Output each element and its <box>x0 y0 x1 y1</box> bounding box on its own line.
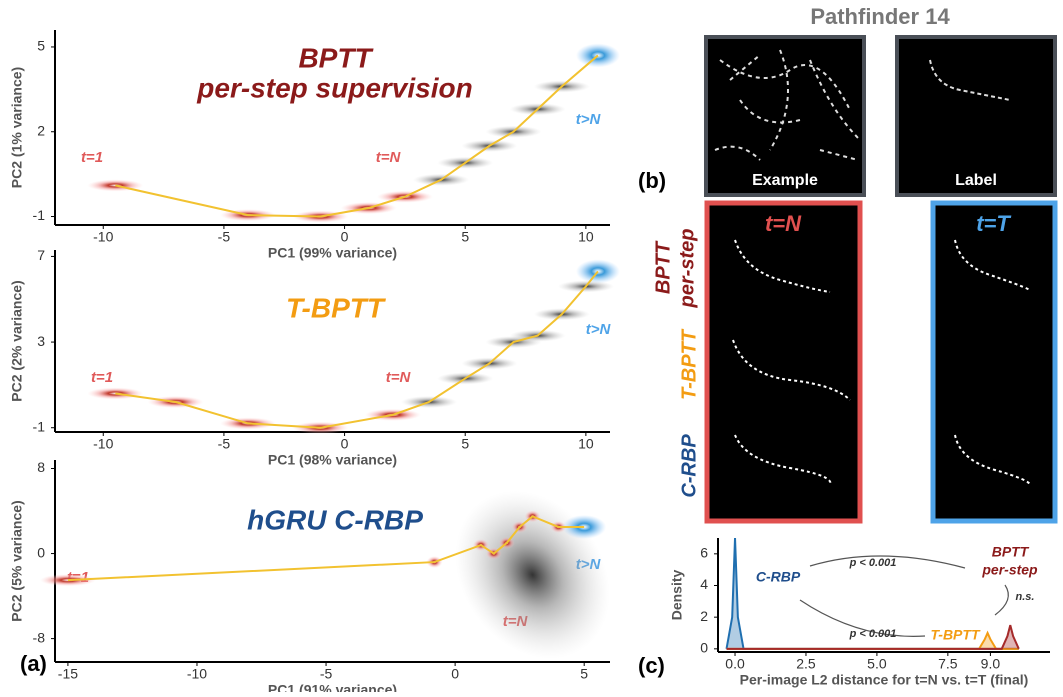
x-tick-label: -5 <box>218 436 231 452</box>
annotation: t=1 <box>91 369 113 386</box>
image-caption: Example <box>752 172 818 189</box>
x-tick-label: 0.0 <box>725 656 745 672</box>
y-tick-label: 0 <box>37 544 45 560</box>
x-tick-label: 2.5 <box>796 656 816 672</box>
x-tick-label: 7.5 <box>938 656 958 672</box>
annotation: t>N <box>586 321 612 338</box>
x-tick-label: 5 <box>461 436 469 452</box>
x-tick-label: 10 <box>578 229 594 245</box>
y-tick-label: -1 <box>33 418 46 434</box>
y-axis-title: PC2 (5% variance) <box>9 500 25 621</box>
y-tick-label: 6 <box>700 545 708 561</box>
x-tick-label: 5 <box>461 229 469 245</box>
annotation: p < 0.001 <box>849 628 897 640</box>
column-title: t=N <box>765 211 802 236</box>
y-tick-label: 2 <box>37 122 45 138</box>
annotation: per-step <box>981 562 1038 578</box>
x-axis-title: PC1 (99% variance) <box>268 245 397 261</box>
panel-label: (c) <box>638 653 665 678</box>
annotation: t>N <box>576 111 602 128</box>
x-tick-label: 10 <box>578 436 594 452</box>
arrows <box>800 556 1008 636</box>
y-tick-label: 3 <box>37 333 45 349</box>
row-label: T-BPTT <box>678 328 700 400</box>
annotation: t=1 <box>81 149 103 166</box>
x-tick-label: 0 <box>341 436 349 452</box>
density-blob <box>87 387 143 399</box>
x-tick-label: -15 <box>58 666 78 682</box>
y-tick-label: 4 <box>700 576 708 592</box>
y-tick-label: 2 <box>700 608 708 624</box>
panel-label: (a) <box>20 651 47 676</box>
chart-title: per-step supervision <box>196 72 472 103</box>
row-label: C-RBP <box>678 434 700 498</box>
panel-label: (b) <box>638 168 666 193</box>
figure: (a) (b) (c) Pathfinder 14 Example Label … <box>0 0 1063 692</box>
y-tick-label: 0 <box>700 640 708 656</box>
y-axis-title: PC2 (2% variance) <box>9 280 25 401</box>
annotation: t=N <box>376 149 402 166</box>
y-tick-label: -8 <box>33 629 46 645</box>
x-tick-label: 0 <box>341 229 349 245</box>
row-label: per-step <box>676 229 698 309</box>
row-label: BPTT <box>652 240 674 294</box>
column-title: t=T <box>976 211 1011 236</box>
annotation: C-RBP <box>756 569 801 585</box>
x-tick-label: -10 <box>187 666 207 682</box>
y-tick-label: 5 <box>37 38 45 54</box>
tn-image <box>707 203 860 521</box>
y-tick-label: -1 <box>33 207 46 223</box>
annotation: n.s. <box>1016 591 1035 603</box>
x-axis-title: PC1 (91% variance) <box>268 682 397 692</box>
density-cloud <box>424 461 642 689</box>
x-tick-label: 5 <box>580 666 588 682</box>
annotation: t=N <box>386 369 412 386</box>
x-tick-label: 0 <box>451 666 459 682</box>
annotation: p < 0.001 <box>849 557 897 569</box>
x-axis-title: PC1 (98% variance) <box>268 452 397 468</box>
x-tick-label: 9.0 <box>981 656 1001 672</box>
annotation: T-BPTT <box>931 627 981 643</box>
y-tick-label: 7 <box>37 247 45 263</box>
y-axis-title: PC2 (1% variance) <box>9 67 25 188</box>
images-header: Pathfinder 14 <box>810 4 950 29</box>
x-tick-label: -10 <box>93 436 113 452</box>
x-tick-label: -10 <box>93 229 113 245</box>
annotation: BPTT <box>992 544 1030 560</box>
image-caption: Label <box>955 172 997 189</box>
chart-title: hGRU C-RBP <box>247 504 423 535</box>
x-tick-label: 5.0 <box>867 656 887 672</box>
tt-image <box>933 203 1055 521</box>
x-axis-title: Per-image L2 distance for t=N vs. t=T (f… <box>740 672 1029 688</box>
chart-title: T-BPTT <box>286 292 387 323</box>
x-tick-label: -5 <box>218 229 231 245</box>
x-tick-label: -5 <box>320 666 333 682</box>
chart-title: BPTT <box>298 42 374 73</box>
y-tick-label: 8 <box>37 459 45 475</box>
y-axis-title: Density <box>669 570 685 621</box>
